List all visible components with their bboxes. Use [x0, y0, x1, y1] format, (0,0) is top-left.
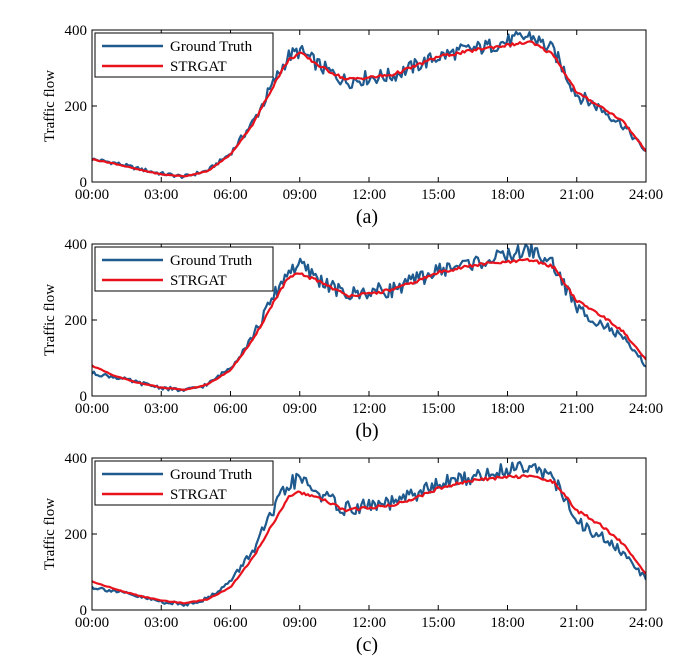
- x-tick-label: 18:00: [490, 187, 524, 203]
- x-tick-label: 12:00: [352, 187, 386, 203]
- chart-panel-1: 00:00 03:00 06:00 09:00 12:00 15:00 18:00 21:00…: [42, 23, 663, 228]
- panel-label: (c): [356, 634, 378, 656]
- legend-box: [94, 460, 274, 506]
- x-tick-label: 00:00: [75, 187, 109, 203]
- x-tick-label: 03:00: [144, 401, 178, 417]
- x-tick-label: 18:00: [490, 615, 524, 631]
- legend-label: Ground Truth: [170, 253, 253, 269]
- legend-label: STRGAT: [170, 273, 227, 289]
- legend-label: Ground Truth: [170, 467, 253, 483]
- x-tick-label: 18:00: [490, 401, 524, 417]
- x-tick-label: 09:00: [283, 187, 317, 203]
- x-tick-label: 09:00: [283, 401, 317, 417]
- panel-label: (a): [356, 206, 378, 228]
- x-tick-label: 00:00: [75, 401, 109, 417]
- y-tick-label: 200: [65, 99, 88, 115]
- x-tick-label: 03:00: [144, 187, 178, 203]
- x-tick-label: 00:00: [75, 615, 109, 631]
- legend-label: STRGAT: [170, 59, 227, 75]
- x-tick-label: 12:00: [352, 615, 386, 631]
- y-tick-label: 400: [65, 23, 88, 39]
- x-tick-label: 15:00: [421, 187, 455, 203]
- x-tick-label: 09:00: [283, 615, 317, 631]
- y-tick-label: 400: [65, 237, 88, 253]
- y-axis-label: Traffic flow: [42, 284, 58, 356]
- x-tick-label: 06:00: [213, 401, 247, 417]
- x-tick-label: 15:00: [421, 615, 455, 631]
- y-tick-label: 200: [65, 527, 88, 543]
- y-tick-label: 400: [65, 451, 88, 467]
- x-tick-label: 06:00: [213, 187, 247, 203]
- series-line-strgat: [92, 474, 646, 605]
- panel-label: (b): [355, 420, 378, 442]
- y-tick-label: 0: [80, 603, 88, 619]
- x-tick-label: 24:00: [629, 615, 663, 631]
- legend-label: STRGAT: [170, 487, 227, 503]
- x-tick-label: 21:00: [560, 615, 594, 631]
- y-tick-label: 0: [80, 175, 88, 191]
- chart-panel-2: 00:00 03:00 06:00 09:00 12:00 15:00 18:00 21:00…: [42, 237, 663, 442]
- series-line-ground-truth: [92, 460, 646, 607]
- series-line-strgat: [92, 257, 646, 391]
- legend-box: [94, 246, 274, 292]
- x-tick-label: 06:00: [213, 615, 247, 631]
- x-tick-label: 21:00: [560, 187, 594, 203]
- x-tick-label: 12:00: [352, 401, 386, 417]
- x-tick-label: 24:00: [629, 187, 663, 203]
- chart-panel-3: 00:00 03:00 06:00 09:00 12:00 15:00 18:00 21:00…: [42, 451, 663, 656]
- series-line-strgat: [92, 40, 646, 178]
- x-tick-label: 24:00: [629, 401, 663, 417]
- x-tick-label: 15:00: [421, 401, 455, 417]
- legend-label: Ground Truth: [170, 39, 253, 55]
- y-axis-label: Traffic flow: [42, 70, 58, 142]
- y-tick-label: 200: [65, 313, 88, 329]
- x-tick-label: 21:00: [560, 401, 594, 417]
- legend-box: [94, 32, 274, 78]
- y-tick-label: 0: [80, 389, 88, 405]
- y-axis-label: Traffic flow: [42, 498, 58, 570]
- x-tick-label: 03:00: [144, 615, 178, 631]
